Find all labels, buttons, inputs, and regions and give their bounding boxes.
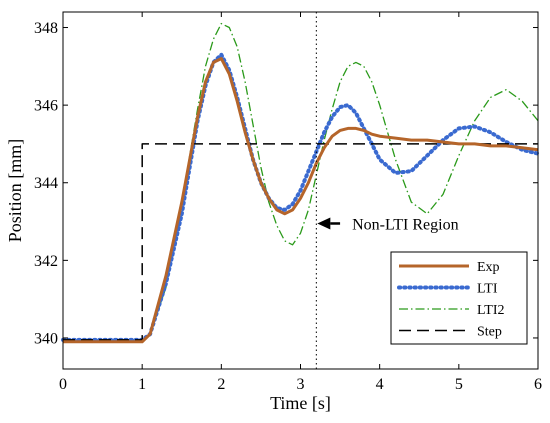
y-tick-label: 348 xyxy=(34,20,58,37)
legend-label-step: Step xyxy=(477,325,502,340)
y-axis-label: Position [mm] xyxy=(5,139,25,243)
legend-label-lti: LTI xyxy=(477,282,498,297)
x-tick-label: 3 xyxy=(297,376,305,393)
series-line-exp xyxy=(63,57,539,344)
non-lti-region-label: Non-LTI Region xyxy=(352,216,459,233)
legend: Exp LTI LTI2 Step xyxy=(390,251,528,345)
y-tick-label: 344 xyxy=(34,175,58,192)
series-line-step xyxy=(63,143,538,341)
y-tick-label: 342 xyxy=(34,253,58,270)
x-tick-label: 5 xyxy=(455,376,463,393)
x-tick-label: 6 xyxy=(534,376,542,393)
x-tick-label: 0 xyxy=(59,376,67,393)
x-axis-label: Time [s] xyxy=(270,393,331,413)
annotation: Non-LTI Region xyxy=(315,12,459,369)
plot-area xyxy=(61,22,540,344)
x-tick-label: 4 xyxy=(376,376,384,393)
x-tick-label: 1 xyxy=(138,376,146,393)
x-tick-label: 2 xyxy=(217,376,225,393)
legend-label-lti2: LTI2 xyxy=(477,303,504,318)
legend-label-exp: Exp xyxy=(477,260,500,275)
y-tick-label: 340 xyxy=(34,330,58,347)
axes: 0 1 2 3 4 5 6 340 342 344 346 348 xyxy=(34,11,542,393)
y-tick-label: 346 xyxy=(34,98,58,115)
non-lti-arrowhead xyxy=(317,217,331,230)
